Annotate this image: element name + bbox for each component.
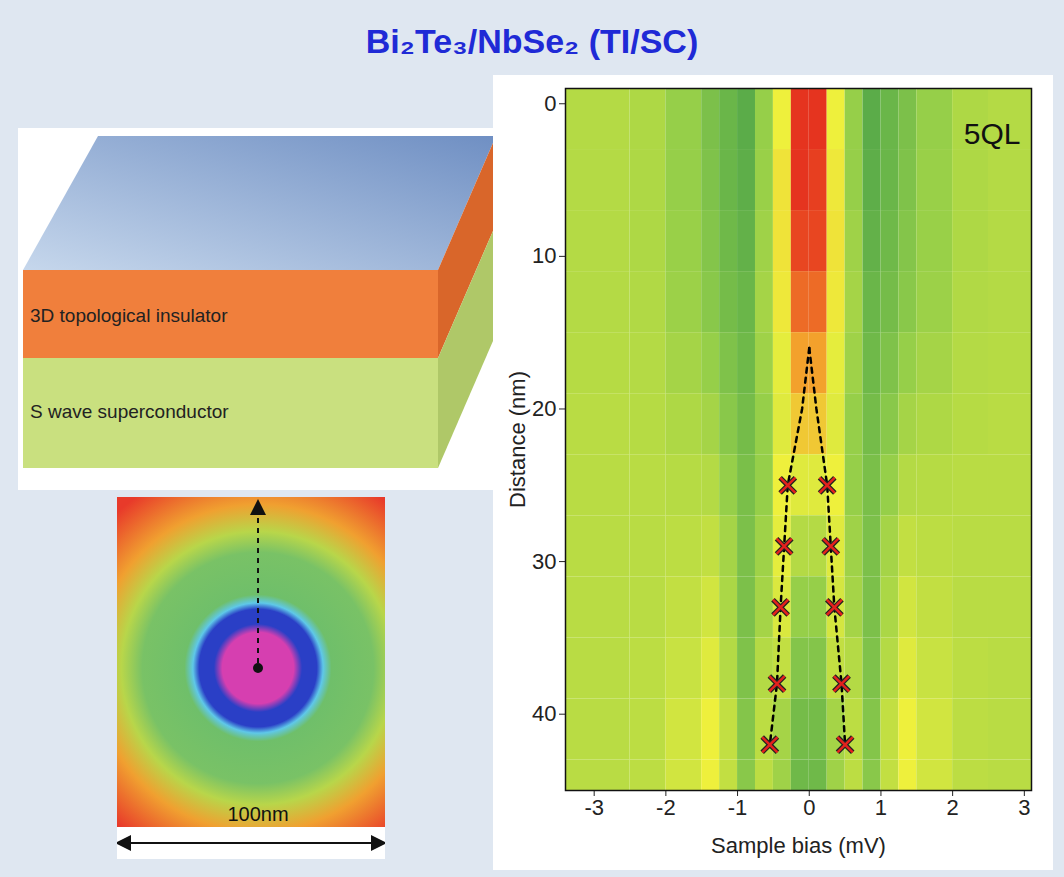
svg-text:-2: -2	[656, 795, 676, 820]
svg-text:5QL: 5QL	[964, 117, 1021, 150]
html-text:Bi₂Te₃/NbSe₂ (TI/SC): Bi₂Te₃/NbSe₂ (TI/SC)	[365, 22, 699, 60]
svg-text:2: 2	[947, 795, 959, 820]
svg-text:20: 20	[532, 396, 556, 421]
svg-text:-3: -3	[584, 795, 604, 820]
svg-text:30: 30	[532, 549, 556, 574]
svg-text:100nm: 100nm	[227, 803, 288, 825]
svg-text:-1: -1	[728, 795, 748, 820]
svg-text:3: 3	[1018, 795, 1030, 820]
svg-text:40: 40	[532, 701, 556, 726]
svg-text:S wave superconductor: S wave superconductor	[30, 401, 229, 422]
svg-text:10: 10	[532, 243, 556, 268]
svg-text:Distance (nm): Distance (nm)	[505, 371, 530, 508]
svg-text:0: 0	[544, 91, 556, 116]
svg-text:3D topological insulator: 3D topological insulator	[30, 305, 228, 326]
svg-text:0: 0	[803, 795, 815, 820]
svg-text:Sample bias (mV): Sample bias (mV)	[711, 833, 886, 858]
svg-text:1: 1	[875, 795, 887, 820]
